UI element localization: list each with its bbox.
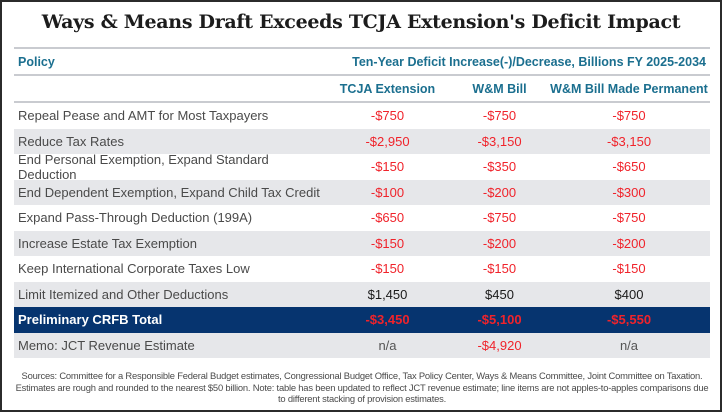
table-row: Expand Pass-Through Deduction (199A) -$65… — [14, 205, 710, 231]
value-cell: -$750 — [612, 210, 646, 226]
value-cell: -$300 — [612, 184, 646, 200]
value-cell: -$3,150 — [477, 133, 522, 149]
divider — [14, 101, 710, 103]
value-cell: -$100 — [370, 184, 405, 200]
column-header-tcja-extension: TCJA Extension — [339, 81, 436, 96]
value-cell: $1,450 — [367, 286, 408, 302]
value-cell: n/a — [378, 337, 397, 353]
value-cell: -$200 — [482, 184, 517, 200]
value-cell: -$3,450 — [365, 312, 410, 328]
value-cell: -$5,550 — [606, 312, 652, 328]
column-header-wm-bill-permanent: W&M Bill Made Permanent — [550, 81, 708, 96]
value-cell: -$3,150 — [606, 133, 652, 149]
policy-cell: Increase Estate Tax Exemption — [18, 235, 197, 251]
policy-cell: Limit Itemized and Other Deductions — [18, 286, 229, 302]
divider — [14, 74, 710, 76]
value-cell: -$750 — [612, 108, 646, 124]
table-row: Limit Itemized and Other Deductions $1,45… — [14, 281, 710, 307]
table-row: End Dependent Exemption, Expand Child Ta… — [14, 179, 710, 205]
divider — [14, 47, 710, 49]
value-cell: -$150 — [370, 235, 405, 251]
policy-cell: Expand Pass-Through Deduction (199A) — [18, 210, 253, 226]
value-cell: -$2,950 — [365, 133, 410, 149]
value-cell: -$4,920 — [477, 337, 522, 353]
value-cell: -$350 — [482, 159, 517, 175]
value-cell: -$650 — [612, 159, 646, 175]
policy-cell: Memo: JCT Revenue Estimate — [18, 337, 195, 353]
value-cell: $400 — [614, 286, 644, 302]
value-cell: -$150 — [370, 261, 405, 277]
value-cell: -$200 — [612, 235, 646, 251]
total-row: Preliminary CRFB Total -$3,450 -$5,100 -$5,… — [14, 307, 710, 333]
table-row: Reduce Tax Rates -$2,950 -$3,150 -$3,150 — [14, 128, 710, 154]
policy-cell: Reduce Tax Rates — [18, 133, 124, 149]
value-cell: -$200 — [482, 235, 517, 251]
policy-column-header: Policy — [18, 54, 55, 69]
value-cell: -$150 — [612, 261, 646, 277]
value-cell: -$750 — [482, 210, 517, 226]
value-span-header: Ten-Year Deficit Increase(-)/Decrease, B… — [352, 54, 706, 69]
policy-cell: Preliminary CRFB Total — [18, 312, 163, 328]
chart-title: Ways & Means Draft Exceeds TCJA Extensio… — [41, 11, 681, 33]
value-cell: n/a — [619, 337, 639, 353]
header-row-2: TCJA Extension W&M Bill W&M Bill Made Pe… — [14, 76, 710, 101]
value-cell: $450 — [485, 286, 514, 302]
policy-cell: End Dependent Exemption, Expand Child Ta… — [18, 184, 320, 200]
policy-cell: End Personal Exemption, Expand Standard … — [18, 151, 269, 182]
table-row: Memo: JCT Revenue Estimate n/a -$4,920 n/a — [14, 332, 710, 358]
deficit-table: Policy Ten-Year Deficit Increase(-)/Decr… — [14, 47, 710, 358]
table-row: Repeal Pease and AMT for Most Taxpayers -… — [14, 103, 710, 129]
value-cell: -$150 — [482, 261, 517, 277]
value-cell: -$5,100 — [477, 312, 522, 328]
value-cell: -$150 — [370, 159, 405, 175]
table-body: Repeal Pease and AMT for Most Taxpayers -… — [14, 103, 710, 358]
value-cell: -$650 — [370, 210, 405, 226]
policy-cell: Repeal Pease and AMT for Most Taxpayers — [18, 108, 269, 124]
source-notes: Sources: Committee for a Responsible Fed… — [15, 370, 709, 404]
table-row: Increase Estate Tax Exemption -$150 -$200 -… — [14, 230, 710, 256]
column-header-wm-bill: W&M Bill — [472, 81, 527, 96]
header-row-1: Policy Ten-Year Deficit Increase(-)/Decr… — [14, 49, 710, 74]
value-cell: -$750 — [370, 108, 405, 124]
table-row: Keep International Corporate Taxes Low -$… — [14, 256, 710, 282]
value-cell: -$750 — [482, 108, 517, 124]
policy-cell: Keep International Corporate Taxes Low — [18, 261, 250, 277]
table-row: End Personal Exemption, Expand Standard … — [14, 151, 710, 182]
